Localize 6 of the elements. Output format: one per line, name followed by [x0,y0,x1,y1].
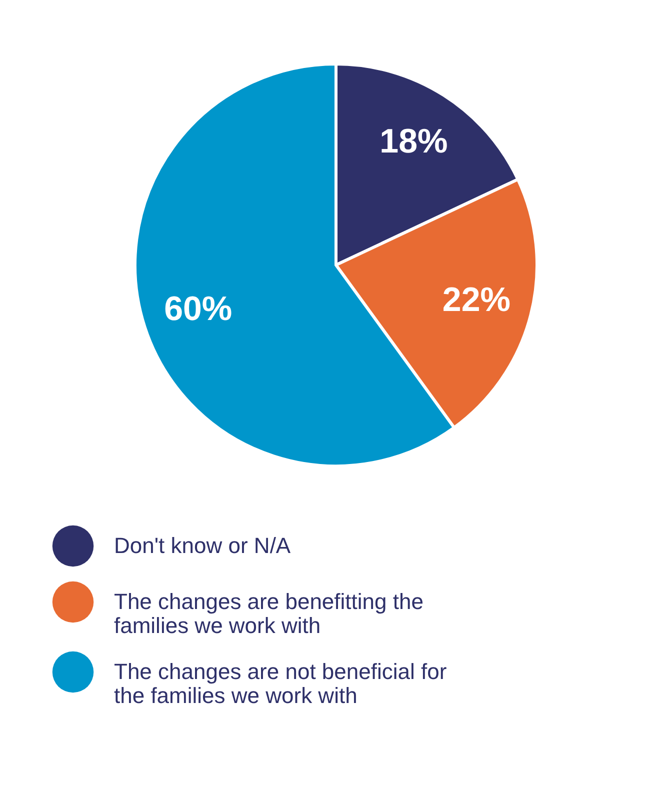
legend-label: The changes are benefitting the families we work with [114,589,424,638]
legend-label: The changes are not beneficial for the families we work with [114,659,447,708]
data-label: 22% [442,281,510,320]
data-label: 60% [164,290,232,328]
data-label: 18% [380,122,448,161]
legend-label: Don't know or N/A [114,533,291,558]
